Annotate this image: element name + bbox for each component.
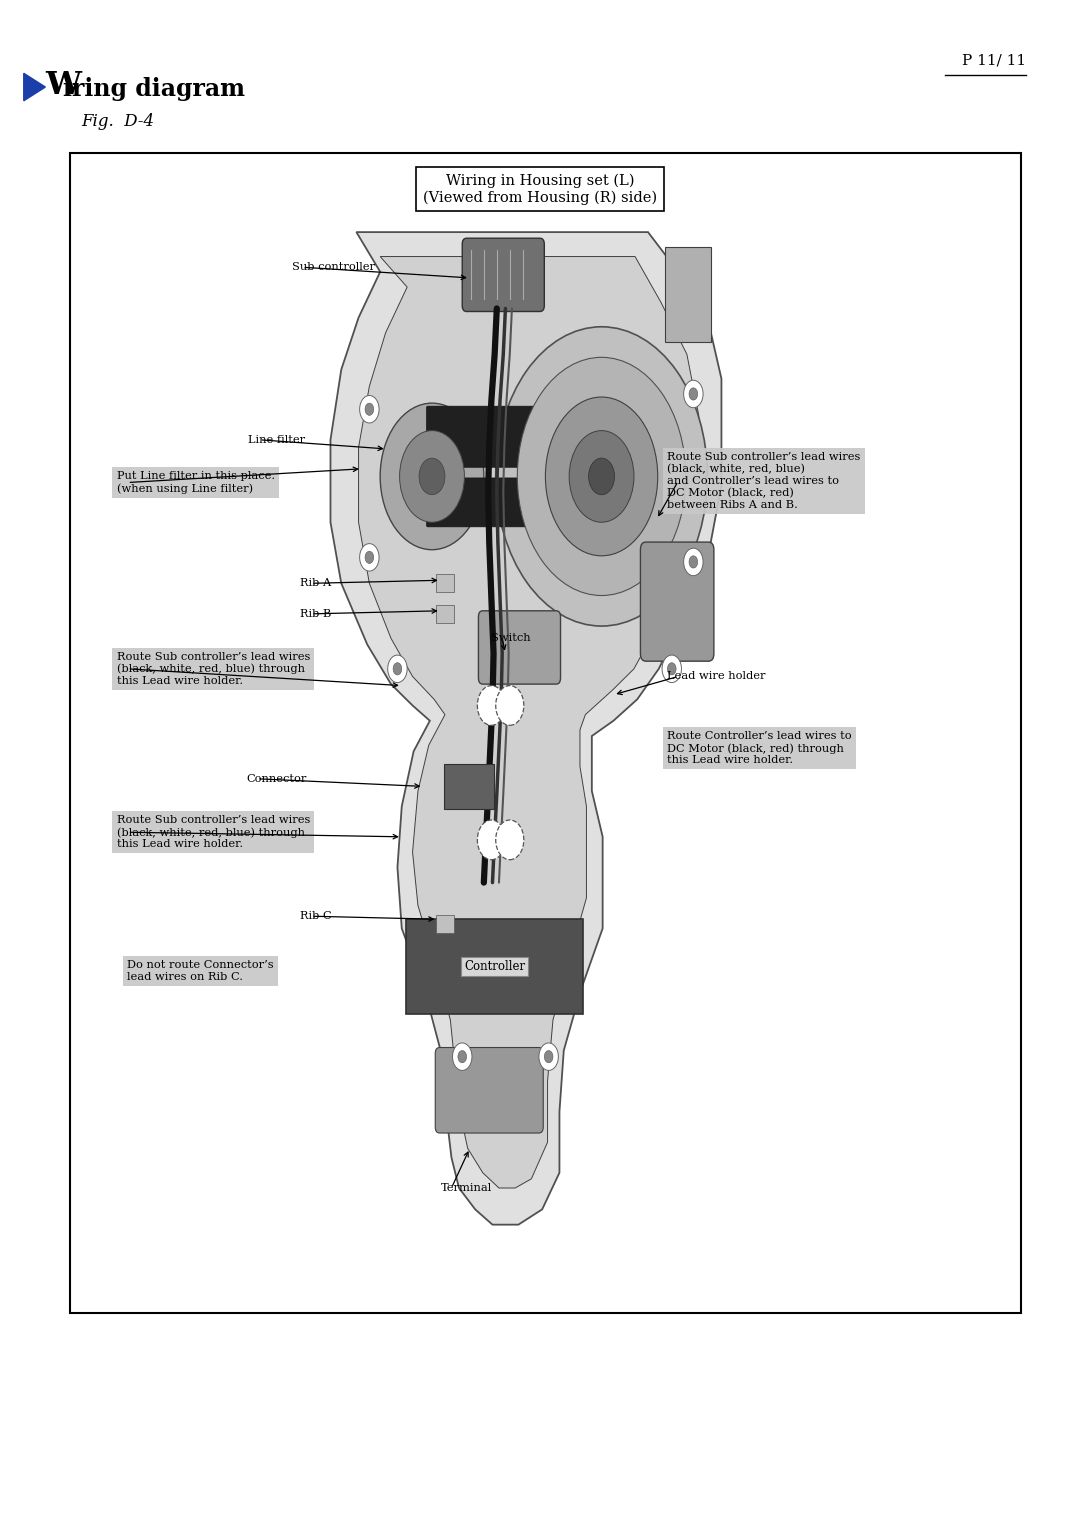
Text: Switch: Switch bbox=[491, 634, 531, 643]
Polygon shape bbox=[330, 232, 721, 1225]
Circle shape bbox=[419, 458, 445, 495]
Text: Route Controller’s lead wires to
DC Motor (black, red) through
this Lead wire ho: Route Controller’s lead wires to DC Moto… bbox=[667, 731, 852, 765]
Circle shape bbox=[477, 820, 505, 860]
Circle shape bbox=[365, 403, 374, 415]
Circle shape bbox=[569, 431, 634, 522]
Text: Rib B: Rib B bbox=[300, 609, 332, 618]
Circle shape bbox=[477, 686, 505, 725]
Text: Put Line filter in this place.
(when using Line filter): Put Line filter in this place. (when usi… bbox=[117, 472, 274, 493]
FancyBboxPatch shape bbox=[427, 478, 606, 527]
Circle shape bbox=[400, 431, 464, 522]
Circle shape bbox=[393, 663, 402, 675]
FancyBboxPatch shape bbox=[665, 247, 711, 342]
Circle shape bbox=[380, 403, 484, 550]
Circle shape bbox=[388, 655, 407, 683]
Circle shape bbox=[662, 655, 681, 683]
FancyBboxPatch shape bbox=[478, 611, 561, 684]
Text: Route Sub controller’s lead wires
(black, white, red, blue) through
this Lead wi: Route Sub controller’s lead wires (black… bbox=[117, 652, 310, 686]
Circle shape bbox=[539, 1043, 558, 1070]
Polygon shape bbox=[359, 257, 699, 1188]
Circle shape bbox=[684, 380, 703, 408]
FancyBboxPatch shape bbox=[436, 915, 454, 933]
FancyBboxPatch shape bbox=[435, 1048, 543, 1133]
Circle shape bbox=[458, 1051, 467, 1063]
FancyBboxPatch shape bbox=[427, 406, 606, 467]
FancyBboxPatch shape bbox=[436, 605, 454, 623]
Text: Lead wire holder: Lead wire holder bbox=[667, 672, 766, 681]
Text: Route Sub controller’s lead wires
(black, white, red, blue)
and Controller’s lea: Route Sub controller’s lead wires (black… bbox=[667, 452, 861, 510]
Circle shape bbox=[453, 1043, 472, 1070]
Circle shape bbox=[517, 357, 686, 596]
Circle shape bbox=[684, 548, 703, 576]
Text: Line filter: Line filter bbox=[248, 435, 306, 444]
FancyBboxPatch shape bbox=[436, 574, 454, 592]
Circle shape bbox=[360, 544, 379, 571]
Text: W: W bbox=[45, 70, 81, 101]
Circle shape bbox=[589, 458, 615, 495]
FancyBboxPatch shape bbox=[640, 542, 714, 661]
Circle shape bbox=[667, 663, 676, 675]
Text: P 11/ 11: P 11/ 11 bbox=[962, 53, 1026, 67]
Text: Wiring in Housing set (L)
(Viewed from Housing (R) side): Wiring in Housing set (L) (Viewed from H… bbox=[423, 174, 657, 205]
Text: iring diagram: iring diagram bbox=[63, 76, 245, 101]
Text: Sub controller: Sub controller bbox=[292, 263, 375, 272]
Text: Rib A: Rib A bbox=[300, 579, 332, 588]
Text: Route Sub controller’s lead wires
(black, white, red, blue) through
this Lead wi: Route Sub controller’s lead wires (black… bbox=[117, 815, 310, 849]
Text: Fig.  D-4: Fig. D-4 bbox=[81, 113, 154, 130]
FancyBboxPatch shape bbox=[444, 764, 494, 809]
FancyBboxPatch shape bbox=[406, 919, 583, 1014]
Circle shape bbox=[545, 397, 658, 556]
Circle shape bbox=[544, 1051, 553, 1063]
Circle shape bbox=[496, 686, 524, 725]
Circle shape bbox=[360, 395, 379, 423]
FancyBboxPatch shape bbox=[462, 238, 544, 312]
Circle shape bbox=[689, 388, 698, 400]
Text: Controller: Controller bbox=[464, 960, 525, 973]
Circle shape bbox=[496, 820, 524, 860]
Circle shape bbox=[496, 327, 707, 626]
Text: Terminal: Terminal bbox=[441, 1183, 491, 1193]
Circle shape bbox=[689, 556, 698, 568]
Circle shape bbox=[365, 551, 374, 563]
Text: Do not route Connector’s
lead wires on Rib C.: Do not route Connector’s lead wires on R… bbox=[127, 960, 274, 982]
Text: Connector: Connector bbox=[246, 774, 307, 783]
Polygon shape bbox=[24, 73, 45, 101]
FancyBboxPatch shape bbox=[70, 153, 1021, 1313]
Text: Rib C: Rib C bbox=[300, 912, 332, 921]
